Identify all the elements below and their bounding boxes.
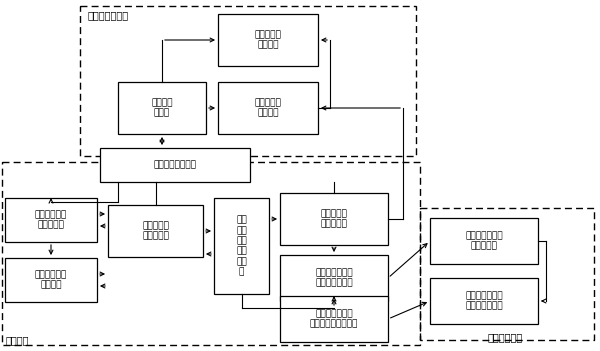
Bar bbox=[218, 82, 318, 134]
Text: 消费者防伪
查询模块: 消费者防伪 查询模块 bbox=[254, 98, 281, 118]
Bar bbox=[214, 198, 269, 294]
Bar bbox=[280, 193, 388, 245]
Bar bbox=[100, 148, 250, 182]
Text: 消费者转移
验证模块: 消费者转移 验证模块 bbox=[254, 30, 281, 50]
Text: 防伪平台重置商
品防伪查询模块: 防伪平台重置商 品防伪查询模块 bbox=[315, 268, 353, 288]
Bar bbox=[5, 258, 97, 302]
Text: 防伪
平台
二维
码生
成模
块: 防伪 平台 二维 码生 成模 块 bbox=[236, 216, 247, 277]
Text: 防伪平台二维
码废止模块: 防伪平台二维 码废止模块 bbox=[35, 210, 67, 230]
Text: 商家重置商品防
伪查询模块: 商家重置商品防 伪查询模块 bbox=[465, 231, 503, 251]
Text: 消费者注
册模块: 消费者注 册模块 bbox=[151, 98, 173, 118]
Text: 商家扫描终端: 商家扫描终端 bbox=[488, 332, 523, 342]
Text: 商家重置商品防
伪查询申诉模块: 商家重置商品防 伪查询申诉模块 bbox=[465, 291, 503, 311]
Bar bbox=[420, 208, 594, 340]
Bar bbox=[280, 255, 388, 301]
Bar bbox=[80, 6, 416, 156]
Text: 防伪平台重置商
品防伪查询申诉模块: 防伪平台重置商 品防伪查询申诉模块 bbox=[310, 309, 358, 329]
Text: 防伪平台机
构管理模块: 防伪平台机 构管理模块 bbox=[142, 221, 169, 241]
Text: 防伪平台注册模块: 防伪平台注册模块 bbox=[154, 160, 197, 170]
Text: 防伪平台防
伪查询模块: 防伪平台防 伪查询模块 bbox=[320, 209, 347, 229]
Text: 消费者扫描终端: 消费者扫描终端 bbox=[88, 10, 129, 20]
Bar bbox=[280, 296, 388, 342]
Bar bbox=[218, 14, 318, 66]
Bar bbox=[2, 162, 420, 345]
Text: 防伪平台: 防伪平台 bbox=[6, 335, 29, 345]
Bar bbox=[118, 82, 206, 134]
Bar bbox=[5, 198, 97, 242]
Bar bbox=[108, 205, 203, 257]
Text: 防伪平台商品
管理模块: 防伪平台商品 管理模块 bbox=[35, 270, 67, 290]
Bar bbox=[430, 278, 538, 324]
Bar bbox=[430, 218, 538, 264]
